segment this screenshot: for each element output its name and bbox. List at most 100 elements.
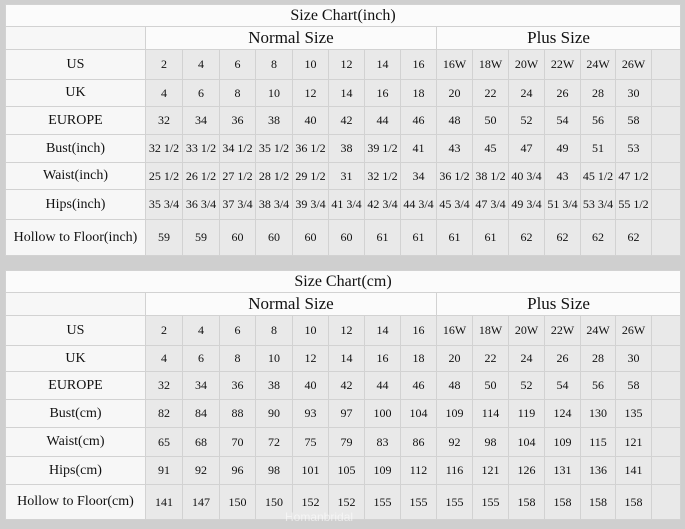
size-cell: 35 3/4 — [145, 189, 183, 220]
size-cell: 70 — [219, 427, 256, 457]
size-cell: 72 — [255, 427, 293, 457]
size-cell: 42 3/4 — [364, 189, 401, 220]
size-cell: 8 — [255, 315, 293, 346]
size-cell: 43 — [436, 134, 473, 163]
size-cell: 105 — [328, 456, 365, 485]
table-row: Waist(cm) 65 68 70 72 75 79 83 86 92 98 104 109 115 12… — [5, 427, 682, 457]
size-cell: 6 — [219, 49, 256, 80]
plus-size-header: Plus Size — [435, 26, 682, 50]
size-cell: 88 — [219, 399, 256, 428]
size-cell: 121 — [472, 456, 509, 485]
size-cell: 39 3/4 — [292, 189, 329, 220]
size-cell: 48 — [436, 106, 473, 135]
size-cell: 36 1/2 — [292, 134, 329, 163]
size-cell: 26 1/2 — [182, 162, 220, 190]
size-cell: 109 — [364, 456, 401, 485]
size-cell: 158 — [508, 484, 545, 520]
size-cell: 34 — [182, 371, 220, 400]
blank-cell — [5, 26, 146, 50]
size-chart-inch: Size Chart(inch) Normal Size Plus Size US 2 4… — [4, 4, 682, 256]
size-cell: 10 — [292, 49, 329, 80]
size-cell: 38 — [255, 371, 293, 400]
size-cell: 35 1/2 — [255, 134, 293, 163]
size-cell: 152 — [328, 484, 365, 520]
size-cell: 20W — [508, 49, 545, 80]
size-cell: 24W — [580, 315, 616, 346]
padding-cell — [650, 484, 682, 520]
size-cell: 150 — [255, 484, 293, 520]
size-cell: 40 — [292, 371, 329, 400]
size-cell: 22W — [544, 315, 581, 346]
size-cell: 60 — [219, 219, 256, 256]
size-cell: 18 — [400, 345, 437, 372]
size-cell: 32 1/2 — [145, 134, 183, 163]
size-cell: 32 — [145, 106, 183, 135]
size-cell: 14 — [364, 315, 401, 346]
size-cell: 20W — [508, 315, 545, 346]
table-row: UK 4 6 8 10 12 14 16 18 20 22 24 26 28 30 — [5, 79, 682, 107]
size-cell: 30 — [615, 79, 652, 107]
size-cell: 119 — [508, 399, 545, 428]
size-cell: 4 — [145, 79, 183, 107]
size-cell: 28 1/2 — [255, 162, 293, 190]
size-cell: 92 — [182, 456, 220, 485]
size-cell: 36 — [219, 371, 256, 400]
size-cell: 47 — [508, 134, 545, 163]
size-cell: 53 — [615, 134, 652, 163]
size-cell: 16W — [436, 49, 473, 80]
size-cell: 45 1/2 — [580, 162, 616, 190]
size-cell: 158 — [615, 484, 652, 520]
size-cell: 16 — [400, 315, 437, 346]
size-cell: 59 — [145, 219, 183, 256]
size-cell: 36 1/2 — [436, 162, 473, 190]
size-cell: 14 — [328, 79, 365, 107]
size-cell: 62 — [615, 219, 652, 256]
size-cell: 150 — [219, 484, 256, 520]
size-cell: 96 — [219, 456, 256, 485]
size-cell: 100 — [364, 399, 401, 428]
size-cell: 28 — [580, 345, 616, 372]
size-cell: 55 1/2 — [615, 189, 652, 220]
size-cell: 101 — [292, 456, 329, 485]
row-label: Hollow to Floor(inch) — [5, 219, 146, 256]
size-cell: 10 — [292, 315, 329, 346]
size-cell: 20 — [436, 79, 473, 107]
size-cell: 93 — [292, 399, 329, 428]
size-cell: 12 — [292, 345, 329, 372]
size-cell: 6 — [219, 315, 256, 346]
size-cell: 28 — [580, 79, 616, 107]
size-cell: 2 — [145, 315, 183, 346]
padding-cell — [650, 315, 682, 346]
size-cell: 34 — [182, 106, 220, 135]
size-cell: 61 — [436, 219, 473, 256]
row-label: UK — [5, 79, 146, 107]
title-row: Size Chart(inch) — [4, 4, 682, 27]
padding-cell — [650, 371, 682, 400]
size-cell: 50 — [472, 371, 509, 400]
size-cell: 47 3/4 — [472, 189, 509, 220]
size-cell: 27 1/2 — [219, 162, 256, 190]
table-row: US 2 4 6 8 10 12 14 16 16W 18W 20W 22W 24W 26W — [5, 315, 682, 346]
size-cell: 155 — [400, 484, 437, 520]
normal-size-header: Normal Size — [145, 26, 437, 50]
size-cell: 12 — [292, 79, 329, 107]
size-cell: 97 — [328, 399, 365, 428]
size-cell: 51 3/4 — [544, 189, 581, 220]
size-cell: 60 — [292, 219, 329, 256]
size-cell: 114 — [472, 399, 509, 428]
size-cell: 82 — [145, 399, 183, 428]
watermark: Homanbridal — [285, 510, 354, 524]
padding-cell — [650, 456, 682, 485]
padding-cell — [650, 219, 682, 256]
size-cell: 6 — [182, 79, 220, 107]
row-label: Hips(cm) — [5, 456, 146, 485]
size-cell: 24 — [508, 345, 545, 372]
size-cell: 29 1/2 — [292, 162, 329, 190]
size-cell: 40 3/4 — [508, 162, 545, 190]
row-label: Hollow to Floor(cm) — [5, 484, 146, 520]
size-cell: 22 — [472, 79, 509, 107]
size-cell: 24 — [508, 79, 545, 107]
row-label: Bust(cm) — [5, 399, 146, 428]
size-cell: 90 — [255, 399, 293, 428]
size-cell: 61 — [472, 219, 509, 256]
